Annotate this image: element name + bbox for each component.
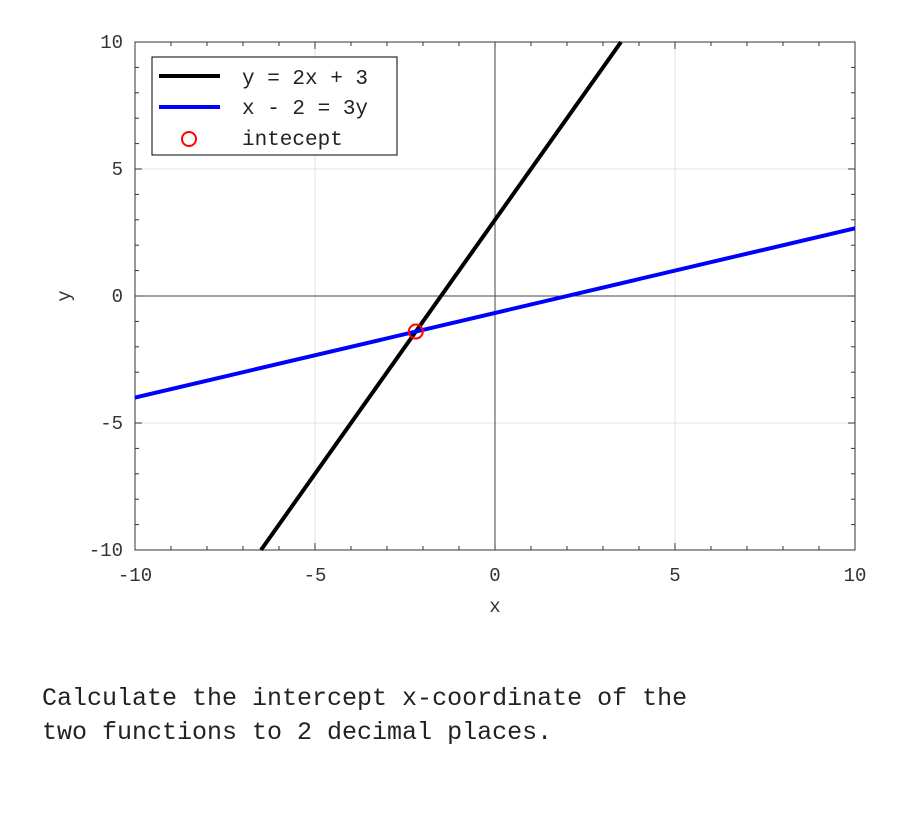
question-text: Calculate the intercept x-coordinate of … — [42, 684, 688, 747]
x-tick-label: 10 — [844, 565, 867, 587]
y-tick-label: 0 — [112, 286, 123, 308]
legend-label-1: y = 2x + 3 — [242, 68, 368, 91]
legend: y = 2x + 3 x - 2 = 3y intecept — [151, 56, 398, 156]
intercept-marker — [407, 323, 424, 340]
plot-lines — [134, 40, 856, 552]
series-line-2 — [134, 226, 856, 400]
x-tick-label: 5 — [669, 565, 680, 587]
y-tick-label: -10 — [89, 540, 123, 562]
legend-label-3: intecept — [242, 129, 343, 152]
tick-labels: -10 -5 0 5 10 -10 -5 0 5 10 — [89, 32, 867, 587]
series-line-1 — [259, 40, 623, 552]
y-tick-label: 5 — [112, 159, 123, 181]
x-axis-label: x — [489, 596, 500, 618]
y-axis-label: y — [54, 290, 76, 301]
x-tick-label: -5 — [304, 565, 327, 587]
y-tick-label: 10 — [100, 32, 123, 54]
chart: -10 -5 0 5 10 -10 -5 0 5 10 x y y = 2x + 3 x - 2 … — [54, 32, 867, 618]
y-tick-label: -5 — [100, 413, 123, 435]
legend-label-2: x - 2 = 3y — [242, 98, 368, 121]
x-tick-label: 0 — [489, 565, 500, 587]
x-tick-label: -10 — [118, 565, 152, 587]
axes — [134, 41, 856, 551]
legend-marker-circle — [181, 131, 197, 147]
